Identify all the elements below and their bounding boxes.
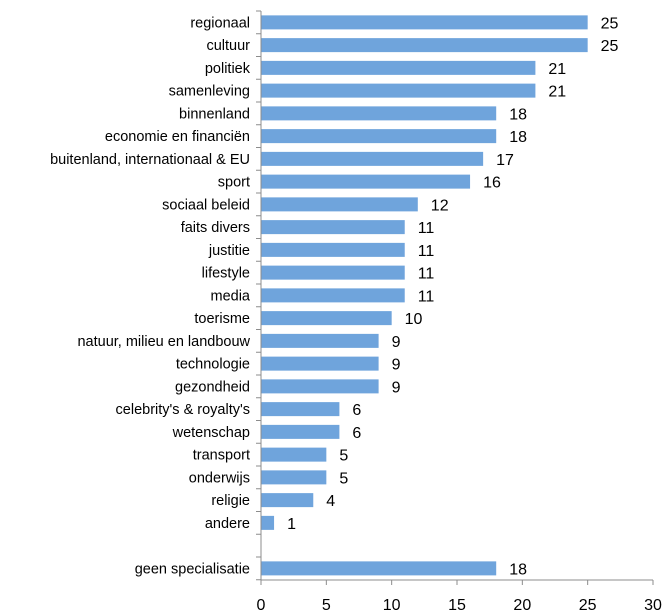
value-label: 25 <box>601 15 619 32</box>
category-label: binnenland <box>179 106 250 122</box>
value-label: 17 <box>496 152 514 169</box>
value-label: 11 <box>418 266 435 283</box>
bar <box>261 379 379 394</box>
value-label: 9 <box>392 379 401 396</box>
value-label: 4 <box>326 493 335 510</box>
category-label: toerisme <box>194 311 250 327</box>
bar <box>261 470 327 485</box>
category-label: samenleving <box>169 84 250 100</box>
value-label: 18 <box>509 106 527 123</box>
bar <box>261 197 418 212</box>
bar <box>261 106 497 121</box>
bar <box>261 265 405 280</box>
bar <box>261 493 314 508</box>
category-label: transport <box>193 448 250 464</box>
value-label: 5 <box>339 470 348 487</box>
category-label: regionaal <box>190 15 250 31</box>
value-label: 11 <box>418 288 435 305</box>
category-label: onderwijs <box>189 470 250 486</box>
value-label: 21 <box>548 61 566 78</box>
value-label: 9 <box>392 357 401 374</box>
value-label: 16 <box>483 175 501 192</box>
x-tick-label: 5 <box>322 597 331 614</box>
x-tick-label: 20 <box>513 597 531 614</box>
category-label: cultuur <box>206 38 250 54</box>
category-label: natuur, milieu en landbouw <box>77 334 250 350</box>
bar <box>261 151 484 166</box>
category-labels-group: regionaal cultuur politiek samenleving binne… <box>50 15 251 577</box>
value-label: 10 <box>405 311 423 328</box>
value-label: 21 <box>548 84 566 101</box>
value-label: 11 <box>418 220 435 237</box>
bar <box>261 174 471 189</box>
bar <box>261 424 340 439</box>
x-tick-label: 0 <box>257 597 266 614</box>
value-label: 9 <box>392 334 401 351</box>
category-label: media <box>211 288 251 304</box>
bars-group <box>261 15 588 576</box>
value-label: 18 <box>509 129 527 146</box>
bar <box>261 242 405 257</box>
category-label: celebrity's & royalty's <box>116 402 250 418</box>
category-label: technologie <box>176 357 250 373</box>
value-label: 12 <box>431 197 449 214</box>
value-label: 11 <box>418 243 435 260</box>
bar <box>261 60 536 75</box>
category-label: wetenschap <box>172 425 250 441</box>
bar <box>261 288 405 303</box>
x-tick-label: 30 <box>644 597 662 614</box>
value-label: 5 <box>339 448 348 465</box>
category-label: andere <box>205 516 250 532</box>
bar <box>261 447 327 462</box>
value-label: 6 <box>352 425 361 442</box>
x-ticks-group: 0 5 10 15 20 25 30 <box>256 10 662 614</box>
bar <box>261 220 405 235</box>
value-label: 6 <box>352 402 361 419</box>
category-label: faits divers <box>181 220 250 236</box>
bar <box>261 561 497 576</box>
category-label: buitenland, internationaal & EU <box>50 152 250 168</box>
bar <box>261 356 379 371</box>
x-tick-label: 25 <box>579 597 597 614</box>
category-label: religie <box>211 493 250 509</box>
category-label: sport <box>218 175 250 191</box>
category-label: justitie <box>208 243 250 259</box>
bar <box>261 402 340 417</box>
bar <box>261 83 536 98</box>
x-tick-label: 10 <box>383 597 401 614</box>
bar <box>261 515 275 530</box>
bar <box>261 311 392 326</box>
bar <box>261 38 588 53</box>
category-label: politiek <box>205 61 251 77</box>
value-label: 1 <box>287 516 296 533</box>
value-label: 25 <box>601 38 619 55</box>
category-label: gezondheid <box>175 379 250 395</box>
category-label: lifestyle <box>202 266 250 282</box>
bar <box>261 129 497 144</box>
x-tick-label: 15 <box>448 597 466 614</box>
value-label: 18 <box>509 561 527 578</box>
bar <box>261 15 588 30</box>
bar <box>261 333 379 348</box>
category-label: sociaal beleid <box>162 197 250 213</box>
category-label: economie en financiën <box>105 129 250 145</box>
category-label: geen specialisatie <box>135 561 250 577</box>
